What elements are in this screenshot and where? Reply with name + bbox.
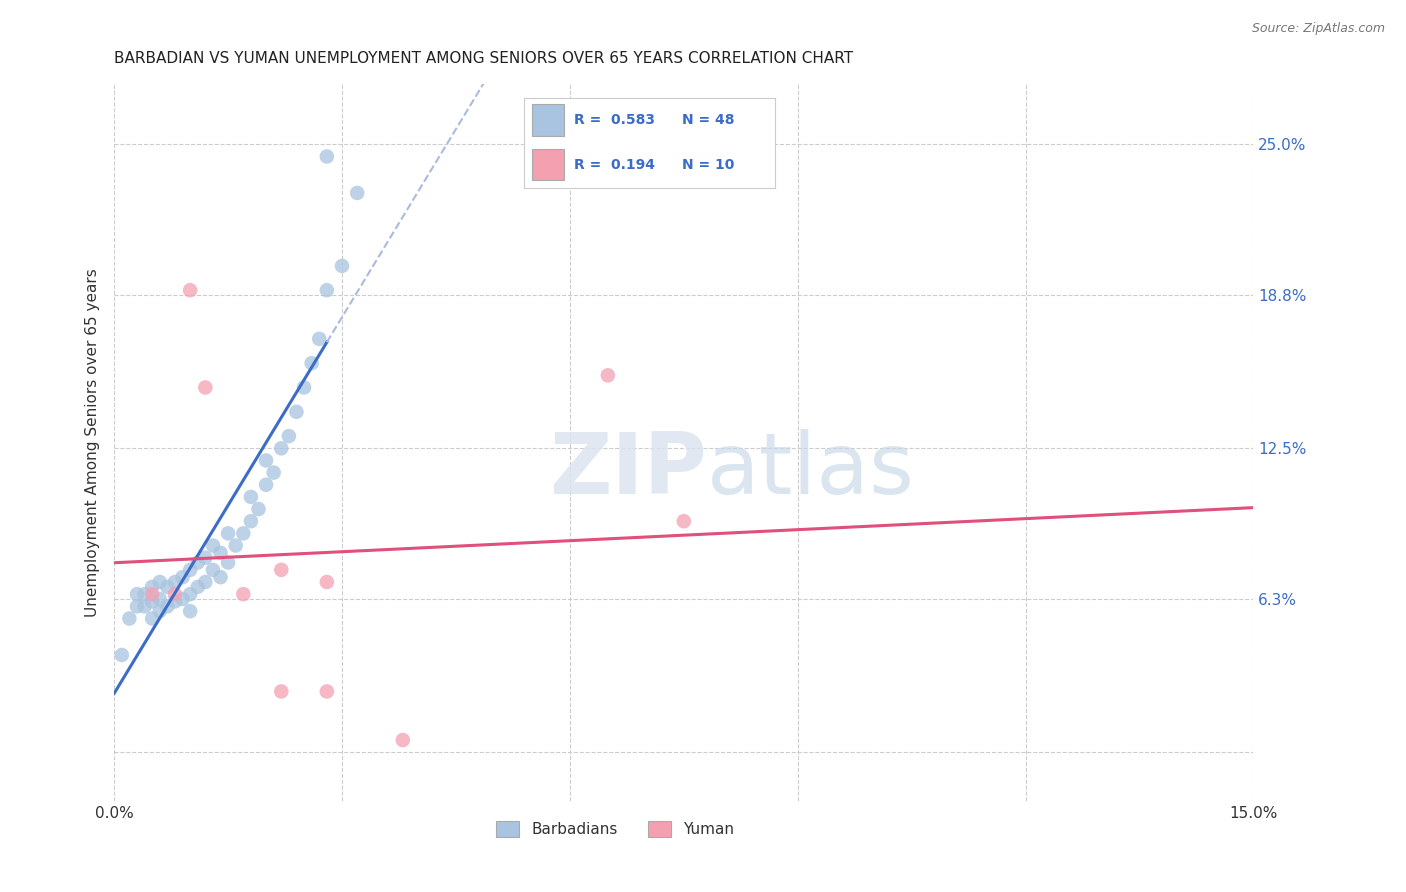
Point: [225, 539, 247, 553]
Text: Source: ZipAtlas.com: Source: ZipAtlas.com: [1251, 22, 1385, 36]
Point: [149, 592, 172, 607]
Point: [163, 574, 186, 589]
Point: [179, 604, 201, 618]
Point: [201, 539, 224, 553]
Point: [209, 546, 232, 560]
Point: [270, 684, 292, 698]
Point: [187, 580, 209, 594]
Point: [125, 587, 148, 601]
Point: [217, 556, 239, 570]
Point: [239, 514, 262, 528]
Point: [149, 604, 172, 618]
Point: [201, 563, 224, 577]
Point: [134, 599, 156, 614]
Point: [596, 368, 619, 383]
Point: [308, 332, 330, 346]
Point: [315, 283, 337, 297]
Point: [254, 477, 277, 491]
Point: [194, 380, 217, 394]
Point: [285, 405, 308, 419]
Point: [141, 580, 163, 594]
Point: [111, 648, 134, 662]
Point: [315, 149, 337, 163]
Point: [125, 599, 148, 614]
Point: [301, 356, 323, 370]
Point: [163, 594, 186, 608]
Point: [277, 429, 299, 443]
Point: [254, 453, 277, 467]
Point: [179, 283, 201, 297]
Text: BARBADIAN VS YUMAN UNEMPLOYMENT AMONG SENIORS OVER 65 YEARS CORRELATION CHART: BARBADIAN VS YUMAN UNEMPLOYMENT AMONG SE…: [114, 51, 853, 66]
Point: [247, 502, 270, 516]
Point: [672, 514, 695, 528]
Point: [134, 587, 156, 601]
Point: [141, 594, 163, 608]
Point: [270, 563, 292, 577]
Point: [315, 574, 337, 589]
Point: [163, 587, 186, 601]
Point: [172, 570, 194, 584]
Y-axis label: Unemployment Among Seniors over 65 years: Unemployment Among Seniors over 65 years: [86, 268, 100, 616]
Point: [330, 259, 353, 273]
Point: [209, 570, 232, 584]
Point: [315, 684, 337, 698]
Point: [156, 580, 179, 594]
Point: [156, 599, 179, 614]
Point: [346, 186, 368, 200]
Point: [232, 587, 254, 601]
Point: [141, 587, 163, 601]
Point: [239, 490, 262, 504]
Text: ZIP: ZIP: [548, 429, 707, 512]
Point: [179, 563, 201, 577]
Point: [194, 574, 217, 589]
Point: [187, 556, 209, 570]
Text: atlas: atlas: [707, 429, 914, 512]
Point: [232, 526, 254, 541]
Point: [292, 380, 315, 394]
Point: [217, 526, 239, 541]
Point: [118, 611, 141, 625]
Point: [141, 611, 163, 625]
Point: [149, 574, 172, 589]
Point: [179, 587, 201, 601]
Point: [270, 442, 292, 456]
Point: [172, 592, 194, 607]
Point: [194, 550, 217, 565]
Point: [263, 466, 285, 480]
Legend: Barbadians, Yuman: Barbadians, Yuman: [491, 815, 741, 844]
Point: [391, 733, 413, 747]
